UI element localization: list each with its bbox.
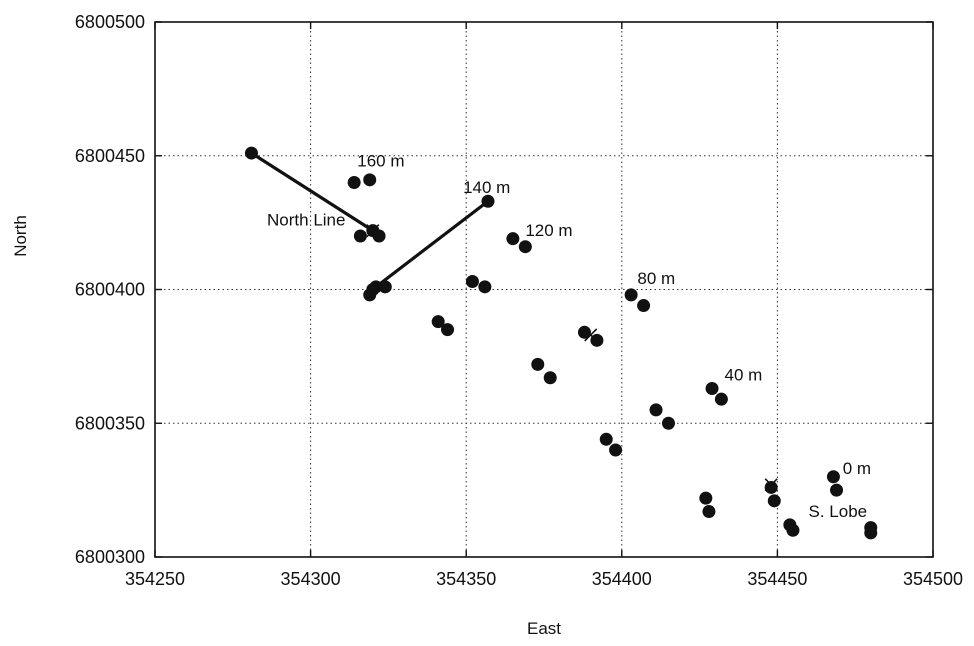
point-layer xyxy=(347,173,878,540)
x-tick-label: 354450 xyxy=(747,569,807,589)
x-tick-label: 354250 xyxy=(125,569,185,589)
y-tick-label: 6800500 xyxy=(75,12,145,32)
plot-frame xyxy=(154,21,934,558)
data-point xyxy=(714,392,728,406)
data-point xyxy=(609,443,623,457)
annotation-label: 40 m xyxy=(724,365,762,384)
data-point xyxy=(637,299,651,313)
data-point xyxy=(366,283,380,296)
tick-layer: 354250 354300 354350 354400 354450 354500 6800… xyxy=(75,12,963,589)
cross-mark xyxy=(366,224,380,238)
data-point xyxy=(363,173,377,187)
annotation-label: 0 m xyxy=(843,459,871,478)
data-point xyxy=(864,526,878,540)
annotation-label: S. Lobe xyxy=(809,502,868,521)
annotation-label: 160 m xyxy=(357,151,404,170)
cross-layer xyxy=(366,224,778,492)
data-point xyxy=(764,480,778,494)
y-tick-label: 6800300 xyxy=(75,547,145,567)
data-point xyxy=(830,483,844,497)
data-point xyxy=(506,232,520,246)
y-tick-label: 6800450 xyxy=(75,146,145,166)
transect-line xyxy=(374,199,490,289)
data-point xyxy=(826,470,840,484)
y-axis-title: North xyxy=(11,215,30,257)
annotation-label: 120 m xyxy=(525,221,572,240)
data-point xyxy=(577,325,591,339)
data-point xyxy=(378,280,392,294)
cross-stroke xyxy=(764,478,778,492)
annotation-label: 140 m xyxy=(463,178,510,197)
data-point xyxy=(786,523,800,537)
data-point xyxy=(431,315,445,329)
data-point xyxy=(702,505,716,519)
data-point xyxy=(465,274,479,288)
data-point xyxy=(543,371,557,385)
x-tick-label: 354350 xyxy=(436,569,496,589)
data-point xyxy=(347,176,361,189)
cross-stroke xyxy=(584,328,598,342)
y-tick-label: 6800400 xyxy=(75,280,145,300)
data-point xyxy=(767,494,781,508)
data-point xyxy=(649,403,663,417)
data-point xyxy=(624,288,638,302)
line-endpoint xyxy=(244,146,258,160)
x-tick-label: 354400 xyxy=(592,569,652,589)
data-point xyxy=(531,357,545,371)
x-tick-label: 354300 xyxy=(281,569,341,589)
annotation-layer: 160 m 140 m 120 m North Line 80 m 40 m 0 m S. L… xyxy=(267,151,871,520)
x-axis-title: East xyxy=(527,619,561,638)
data-point xyxy=(705,381,719,395)
data-point xyxy=(599,432,613,446)
data-point xyxy=(353,229,367,243)
data-point xyxy=(699,491,713,505)
annotation-label: 80 m xyxy=(637,269,675,288)
data-point xyxy=(478,280,492,294)
cross-stroke xyxy=(366,224,380,238)
cross-mark xyxy=(584,328,598,342)
x-tick-label: 354500 xyxy=(903,569,963,589)
annotation-label: North Line xyxy=(267,210,345,229)
data-point xyxy=(441,323,455,337)
transect-line xyxy=(249,151,375,233)
line-endpoint xyxy=(481,194,495,208)
cross-mark xyxy=(764,478,778,492)
grid-layer xyxy=(155,22,933,557)
data-point xyxy=(661,416,675,430)
data-point xyxy=(518,240,532,254)
y-tick-label: 6800350 xyxy=(75,413,145,433)
